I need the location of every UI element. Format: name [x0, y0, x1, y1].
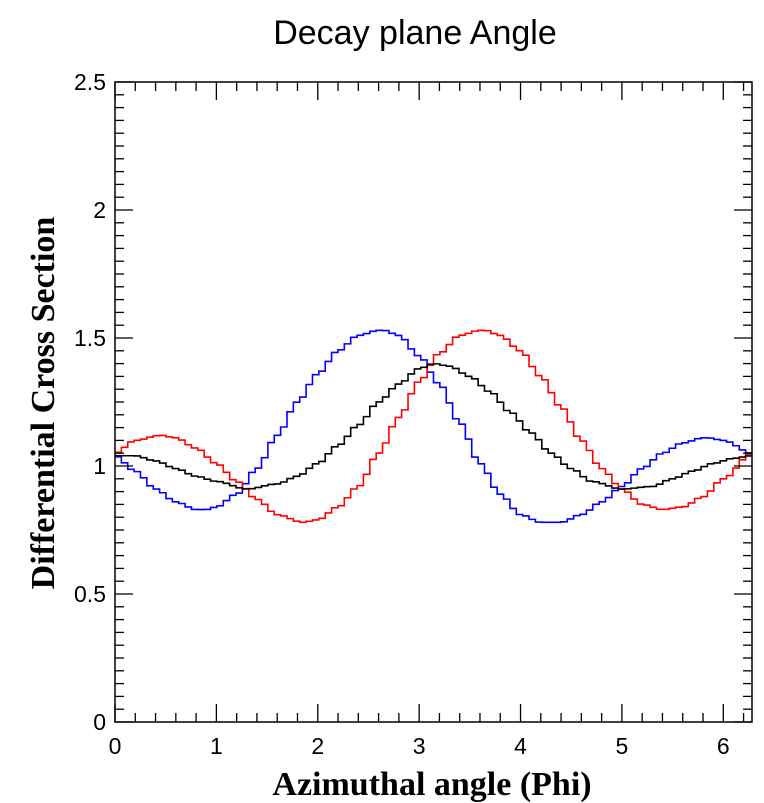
x-tick-label: 4 — [514, 733, 527, 759]
x-tick-label: 0 — [109, 733, 122, 759]
x-axis-title: Azimuthal angle (Phi) — [272, 766, 591, 803]
series-3-line — [115, 363, 752, 490]
chart-title: Decay plane Angle — [273, 14, 557, 52]
y-tick-label: 0.5 — [74, 581, 106, 607]
y-tick-label: 1.5 — [74, 325, 106, 351]
y-tick-label: 2 — [93, 197, 106, 223]
axis-layer: 0 1 2 3 4 5 6 0 0.5 1 1.5 2 2.5 — [74, 69, 753, 759]
series-layer — [115, 329, 752, 524]
x-tick-label: 5 — [616, 733, 629, 759]
y-tick-label: 1 — [93, 453, 106, 479]
x-tick-label: 3 — [413, 733, 426, 759]
plot-frame — [114, 81, 753, 723]
x-tick-label: 2 — [311, 733, 324, 759]
x-tick-label: 6 — [717, 733, 730, 759]
series-1-line — [115, 329, 752, 524]
x-tick-label: 1 — [210, 733, 223, 759]
y-axis-title: Differential Cross Section — [25, 217, 62, 590]
y-tick-label: 0 — [93, 709, 106, 735]
series-2-line — [115, 329, 752, 524]
y-tick-label: 2.5 — [74, 69, 106, 95]
